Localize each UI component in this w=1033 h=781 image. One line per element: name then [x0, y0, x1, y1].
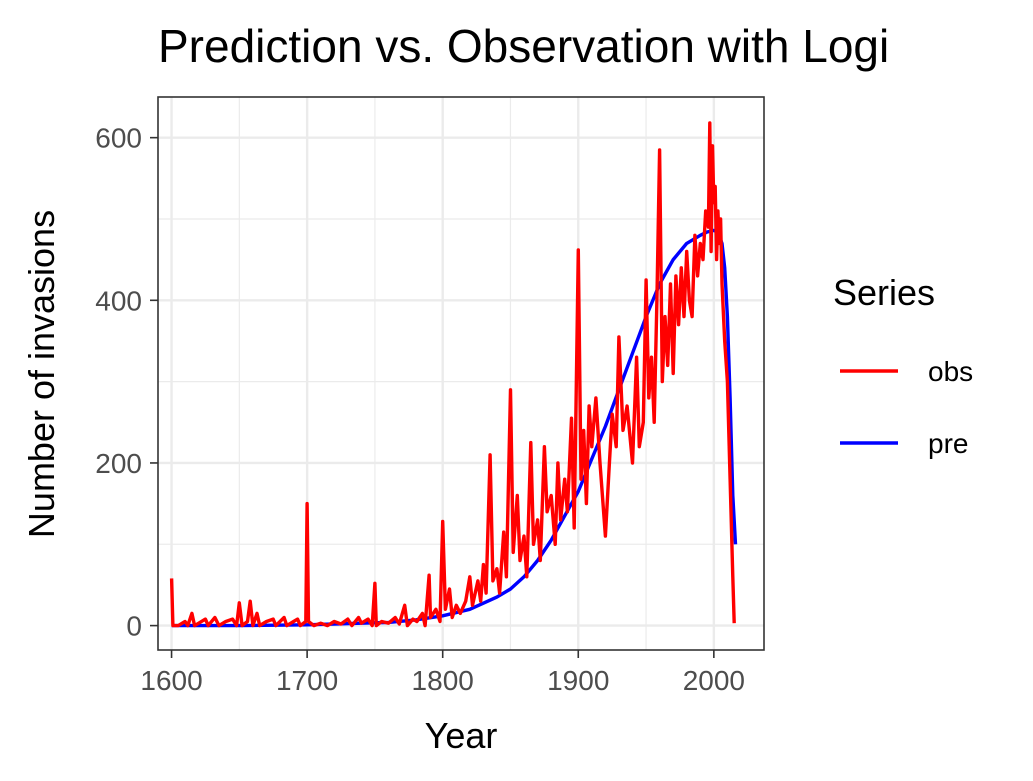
x-axis: 1600 1700 1800 1900 2000: [140, 650, 745, 696]
x-tick-label: 1600: [140, 665, 202, 696]
y-tick-label: 200: [95, 448, 142, 479]
y-tick-label: 400: [95, 285, 142, 316]
chart-title: Prediction vs. Observation with Logi: [158, 20, 889, 72]
series-layer: [169, 121, 738, 628]
legend-title: Series: [833, 272, 935, 313]
y-tick-label: 0: [126, 611, 142, 642]
y-axis: 0 200 400 600: [95, 123, 158, 642]
x-tick-label: 2000: [683, 665, 745, 696]
x-tick-label: 1900: [547, 665, 609, 696]
x-tick-label: 1800: [412, 665, 474, 696]
plot-border: [157, 96, 765, 651]
legend-items: obs pre: [840, 356, 973, 459]
series-line-obs: [169, 121, 736, 628]
legend: Series obs pre: [833, 272, 973, 459]
y-tick-label: 600: [95, 123, 142, 154]
y-axis-title: Number of invasions: [21, 210, 62, 538]
legend-label-pre: pre: [928, 428, 968, 459]
legend-label-obs: obs: [928, 356, 973, 387]
x-tick-label: 1700: [276, 665, 338, 696]
x-axis-title: Year: [425, 715, 498, 756]
